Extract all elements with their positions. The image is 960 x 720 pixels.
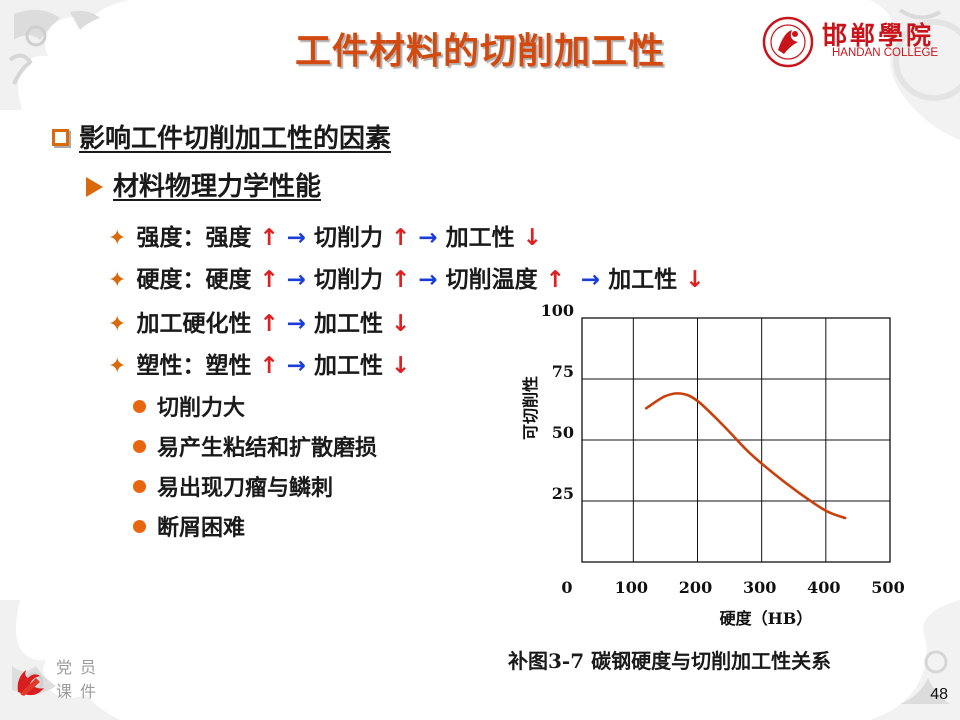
figure-caption: 补图3-7 碳钢硬度与切削加工性关系 — [508, 649, 832, 673]
x-tick-labels: 0 100 200 300 400 500 — [561, 578, 904, 597]
college-name-cn: 邯郸學院 — [822, 21, 935, 50]
slide-title: 工件材料的切削加工性 — [294, 31, 665, 72]
x-tick-label: 0 — [561, 578, 572, 597]
dot-bullet-icon — [133, 440, 146, 453]
y-tick-label: 25 — [552, 484, 574, 503]
sub-item: 切削力大 — [133, 390, 245, 422]
corner-ornament-bottom-right — [870, 600, 960, 720]
x-tick-label: 400 — [807, 578, 840, 597]
x-tick-label: 300 — [743, 578, 776, 597]
sub-item: 断屑困难 — [133, 510, 245, 542]
dot-bullet-icon — [133, 520, 146, 533]
sub-item: 易产生粘结和扩散磨损 — [133, 430, 377, 462]
star-bullet-icon: ✦ — [108, 354, 127, 379]
y-tick-label: 50 — [552, 423, 574, 442]
heading-text: 影响工件切削加工性的因素 — [79, 124, 392, 154]
sub-item: 易出现刀瘤与鳞刺 — [133, 470, 333, 502]
x-tick-label: 200 — [679, 578, 712, 597]
arrow-bullet-icon — [86, 177, 103, 197]
dot-bullet-icon — [133, 400, 146, 413]
subheading-properties: 材料物理力学性能 — [86, 166, 321, 203]
party-courseware-mark: 党员 课件 — [10, 652, 105, 712]
college-logo: 邯郸學院 HANDAN COLLEGE — [762, 16, 958, 68]
x-axis-label: 硬度（HB） — [720, 609, 813, 628]
corner-ornament-top-right — [870, 0, 960, 140]
college-seal-icon — [762, 16, 814, 68]
subheading-text: 材料物理力学性能 — [113, 172, 322, 202]
heading-factors: 影响工件切削加工性的因素 — [52, 118, 391, 155]
y-tick-label: 100 — [541, 301, 574, 320]
x-tick-label: 500 — [871, 578, 904, 597]
dot-bullet-icon — [133, 480, 146, 493]
checkbox-bullet-icon — [52, 129, 69, 146]
plot-frame — [581, 317, 891, 563]
star-bullet-icon: ✦ — [108, 312, 127, 337]
college-name-en: HANDAN COLLEGE — [832, 47, 939, 59]
y-axis-label: 可切削性 — [521, 376, 540, 440]
y-tick-labels: 100 75 50 25 — [541, 301, 574, 503]
corner-ornament-top-left — [0, 0, 130, 110]
item-work-hardening: ✦ 加工硬化性 ↑ → 加工性 ↓ — [108, 311, 411, 337]
chart-grid — [582, 318, 890, 562]
party-courseware-text: 党员 课件 — [56, 658, 105, 701]
star-bullet-icon: ✦ — [108, 226, 127, 251]
star-bullet-icon: ✦ — [108, 268, 127, 293]
x-tick-label: 100 — [615, 578, 648, 597]
item-plasticity: ✦ 塑性：塑性 ↑ → 加工性 ↓ — [108, 353, 411, 379]
y-tick-label: 75 — [552, 362, 574, 381]
party-emblem-icon — [17, 670, 44, 696]
page-number: 48 — [930, 686, 948, 703]
item-hardness: ✦ 硬度：硬度 ↑ → 切削力 ↑ → 切削温度 ↑ → 加工性 ↓ — [108, 267, 705, 293]
item-strength: ✦ 强度：强度 ↑ → 切削力 ↑ → 加工性 ↓ — [108, 225, 542, 251]
hardness-machinability-chart: 100 75 50 25 0 100 200 300 400 500 可切削性 硬度（HB） — [521, 301, 905, 628]
machinability-curve — [644, 392, 847, 520]
